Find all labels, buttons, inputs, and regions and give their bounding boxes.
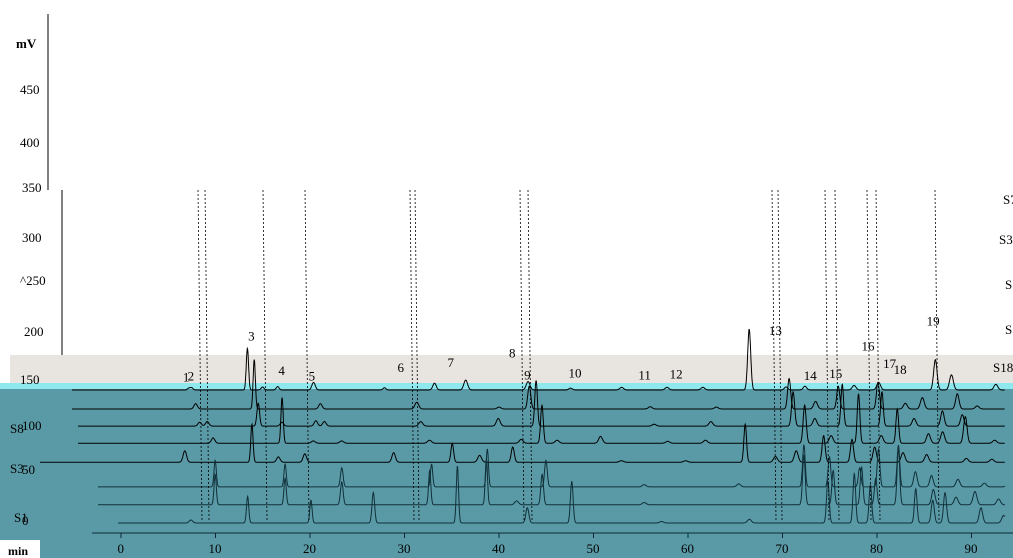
y-tick-label: 50: [22, 462, 35, 477]
guide-line: [414, 189, 420, 521]
peak-label: 11: [638, 367, 651, 382]
series-label: S: [1005, 322, 1012, 337]
series-label: S3: [999, 232, 1013, 247]
peak-label: 13: [769, 323, 782, 338]
series-label: S1: [14, 510, 28, 525]
trace-line: [40, 422, 1005, 463]
x-unit-box: [0, 540, 40, 558]
y-tick-label: 300: [22, 230, 42, 245]
y-tick-label: 400: [20, 135, 40, 150]
peak-label: 19: [927, 313, 940, 328]
x-tick-label: 80: [870, 541, 883, 556]
trace-line: [78, 393, 1005, 444]
x-tick-label: 70: [776, 541, 789, 556]
series-label: S: [1005, 277, 1012, 292]
series-labels: S7 S3 S S S18 S8 S3 S1: [10, 192, 1013, 525]
peak-label: 15: [829, 366, 842, 381]
guide-lines: [197, 189, 940, 521]
peak-label: 8: [509, 345, 515, 360]
grey-band: [10, 355, 1013, 388]
series-label: S7: [1003, 192, 1013, 207]
x-tick-label: 90: [965, 541, 978, 556]
trace-line: [78, 380, 1005, 427]
peak-label: 18: [894, 362, 907, 377]
series-label: S8: [10, 421, 24, 436]
guide-line: [824, 189, 830, 521]
peak-label: 14: [804, 368, 818, 383]
trace-line: [72, 328, 1005, 391]
y-tick-label: 0: [22, 513, 29, 528]
peak-label: 12: [670, 367, 683, 382]
guide-line: [304, 189, 310, 521]
peak-label: 4: [278, 363, 285, 378]
y-tick-labels: 0 50 100 150 200 ^250 300 350 400 450: [20, 82, 46, 528]
x-tick-label: 20: [303, 541, 316, 556]
guide-line: [777, 189, 783, 521]
trace-line: [98, 447, 1005, 506]
guide-line: [866, 189, 872, 521]
trace-group: [40, 328, 1006, 524]
peak-label: 7: [448, 355, 455, 370]
x-tick-labels: 0 10 20 30 40 50 60 70 80 90: [92, 532, 1013, 556]
guide-line: [519, 189, 525, 521]
x-tick-label: 30: [398, 541, 411, 556]
trace-line: [118, 465, 1006, 524]
guide-line: [262, 189, 268, 521]
y-axis-main: [47, 14, 63, 355]
peak-label: 9: [524, 367, 531, 382]
guide-line: [197, 189, 203, 521]
x-tick-label: 60: [681, 541, 694, 556]
y-tick-label: ^250: [20, 273, 46, 288]
peak-label: 6: [397, 360, 404, 375]
guide-line: [409, 189, 415, 521]
guide-line: [834, 189, 840, 521]
guide-line: [934, 189, 940, 521]
series-label: S18: [993, 360, 1013, 375]
y-tick-label: 350: [22, 180, 42, 195]
y-tick-label: 150: [20, 372, 40, 387]
guide-line: [875, 189, 881, 521]
peak-label: 3: [248, 329, 255, 344]
peak-label: 2: [188, 369, 195, 384]
x-tick-label: 40: [492, 541, 505, 556]
x-axis-unit: min: [8, 544, 28, 558]
peak-label: 10: [568, 365, 581, 380]
peak-label: 17: [883, 356, 897, 371]
peak-label: 16: [861, 338, 875, 353]
guide-line: [204, 189, 210, 521]
x-tick-label: 50: [587, 541, 600, 556]
peak-label: 1: [183, 370, 190, 385]
y-tick-label: 450: [20, 82, 40, 97]
series-label: S3: [10, 461, 24, 476]
x-tick-label: 0: [118, 541, 125, 556]
y-tick-label: 100: [22, 418, 42, 433]
guide-line: [771, 189, 777, 521]
y-tick-label: 200: [24, 324, 44, 339]
peak-label: 5: [309, 369, 316, 384]
y-axis-unit: mV: [16, 36, 37, 51]
x-tick-label: 10: [209, 541, 222, 556]
cyan-strip: [0, 383, 1013, 389]
guide-line: [527, 189, 533, 521]
